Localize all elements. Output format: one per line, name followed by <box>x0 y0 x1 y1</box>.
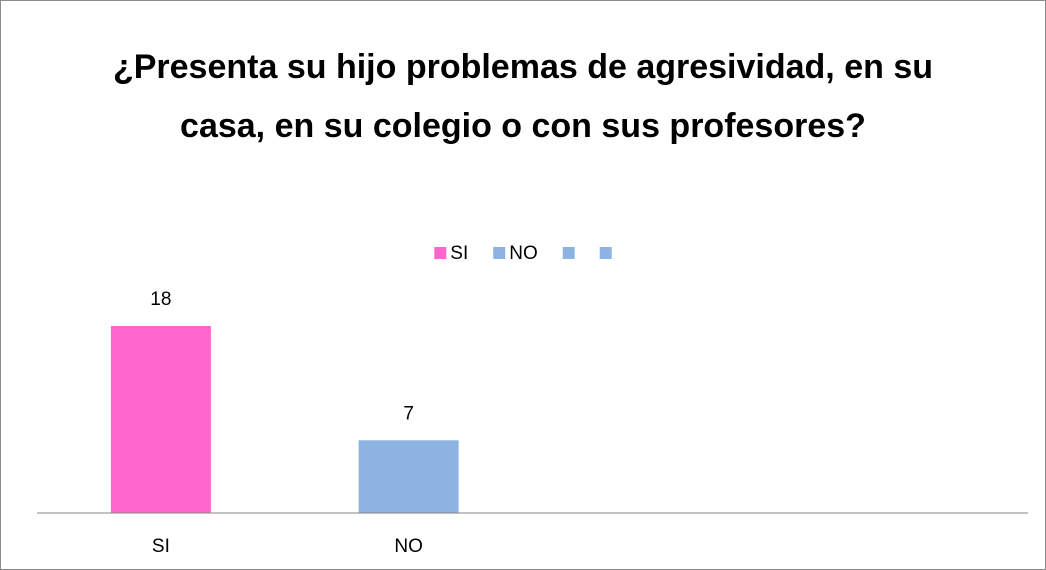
legend-swatch <box>493 247 506 259</box>
bar <box>110 326 211 513</box>
legend-label: SI <box>450 243 468 264</box>
data-label: 7 <box>403 403 414 424</box>
x-tick-label: SI <box>152 536 170 557</box>
legend-swatch <box>599 247 612 259</box>
legend-label: NO <box>509 243 538 264</box>
legend-swatch <box>562 247 575 259</box>
x-tick-label: NO <box>394 536 423 557</box>
data-label: 18 <box>150 289 171 310</box>
bar <box>358 440 459 513</box>
legend-swatch <box>434 247 447 259</box>
chart-title: ¿Presenta su hijo problemas de agresivid… <box>112 48 934 145</box>
